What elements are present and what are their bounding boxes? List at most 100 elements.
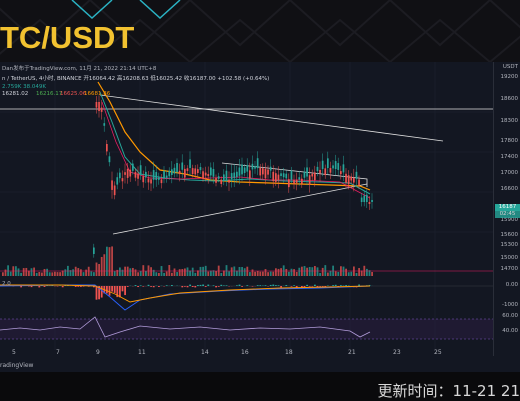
price-chart[interactable] [0, 62, 520, 372]
volume-bar [49, 272, 51, 276]
candle [327, 158, 329, 168]
volume-bar [140, 271, 142, 276]
volume-bar [306, 268, 308, 276]
macd-bar [291, 286, 293, 287]
macd-tick: 0.00 [506, 282, 518, 288]
macd-bar [345, 285, 347, 286]
candle [356, 172, 358, 179]
volume-bar [223, 270, 225, 276]
volume-bar [101, 257, 103, 276]
candle [231, 173, 233, 179]
volume-bar [59, 272, 61, 276]
volume-bar [361, 271, 363, 276]
candle [358, 179, 360, 185]
volume-bar [114, 271, 116, 276]
candle [343, 164, 345, 172]
volume-bar [135, 269, 137, 276]
macd-bar [101, 286, 103, 298]
volume-bar [20, 273, 22, 276]
macd-bar [358, 285, 360, 286]
candle [270, 167, 272, 171]
macd-bar [114, 286, 116, 293]
candle [348, 175, 350, 184]
volume-bar [249, 272, 251, 276]
candle [241, 164, 243, 174]
macd-bar [127, 286, 129, 287]
chart-panel[interactable] [0, 62, 520, 372]
candle [202, 171, 204, 178]
volume-bar [93, 272, 95, 276]
volume-bar [106, 247, 108, 276]
candle [145, 172, 147, 178]
macd-bar [194, 286, 196, 287]
volume-bar [324, 265, 326, 276]
volume-bar [98, 264, 100, 276]
macd-tick: -1000 [502, 302, 518, 308]
macd-bar [189, 285, 191, 286]
macd-bar [246, 285, 248, 286]
volume-bar [109, 247, 111, 276]
macd-bar [205, 286, 207, 287]
volume-bar [36, 273, 38, 276]
x-label: 5 [12, 349, 16, 356]
volume-bar [239, 267, 241, 276]
candle [197, 169, 199, 173]
candle [192, 168, 194, 174]
macd-bar [140, 285, 142, 286]
candle [291, 171, 293, 180]
candle [293, 180, 295, 184]
macd-bar [340, 285, 342, 286]
macd-bar [270, 285, 272, 286]
candle [267, 170, 269, 175]
macd-line [0, 285, 370, 310]
volume-bar [7, 265, 9, 276]
candle [228, 180, 230, 183]
volume-bar [278, 269, 280, 276]
candle [369, 202, 371, 204]
volume-bar [38, 272, 40, 276]
candle [262, 168, 264, 174]
volume-bar [356, 273, 358, 276]
rsi-tick: 60.00 [502, 313, 518, 319]
volume-bar [335, 271, 337, 276]
volume-bar [345, 269, 347, 276]
macd-bar [239, 285, 241, 286]
trend-line-bottom [113, 184, 367, 234]
volume-bar [119, 267, 121, 276]
macd-bar [62, 286, 64, 287]
volume-bar [127, 267, 129, 276]
countdown-badge: 02:45 [495, 211, 520, 218]
candle [257, 158, 259, 168]
candle [166, 176, 168, 178]
volume-bar [337, 272, 339, 276]
macd-bar [158, 286, 160, 287]
candle [319, 170, 321, 173]
candle [371, 200, 373, 202]
volume-bar [122, 270, 124, 276]
price-tick: 18300 [501, 118, 519, 124]
x-label: 14 [201, 349, 209, 356]
candle [122, 178, 124, 181]
candle [135, 172, 137, 178]
macd-bar [75, 286, 77, 287]
macd-bar [332, 285, 334, 286]
candle [137, 173, 139, 178]
macd-bar [226, 285, 228, 286]
rsi-tick: 40.00 [502, 328, 518, 334]
volume-bar [226, 265, 228, 276]
macd-bar [38, 286, 40, 287]
candle [132, 164, 134, 171]
volume-bar [236, 271, 238, 276]
candle [96, 102, 98, 108]
volume-bar [265, 269, 267, 276]
volume-bar [103, 254, 105, 276]
volume-bar [228, 271, 230, 276]
volume-bar [311, 267, 313, 276]
macd-bar [319, 286, 321, 287]
indicator-legend: 16281.02 [2, 91, 28, 98]
candle [265, 169, 267, 179]
volume-bar [241, 267, 243, 276]
candle [366, 195, 368, 202]
macd-bar [111, 286, 113, 292]
volume-bar [171, 273, 173, 276]
